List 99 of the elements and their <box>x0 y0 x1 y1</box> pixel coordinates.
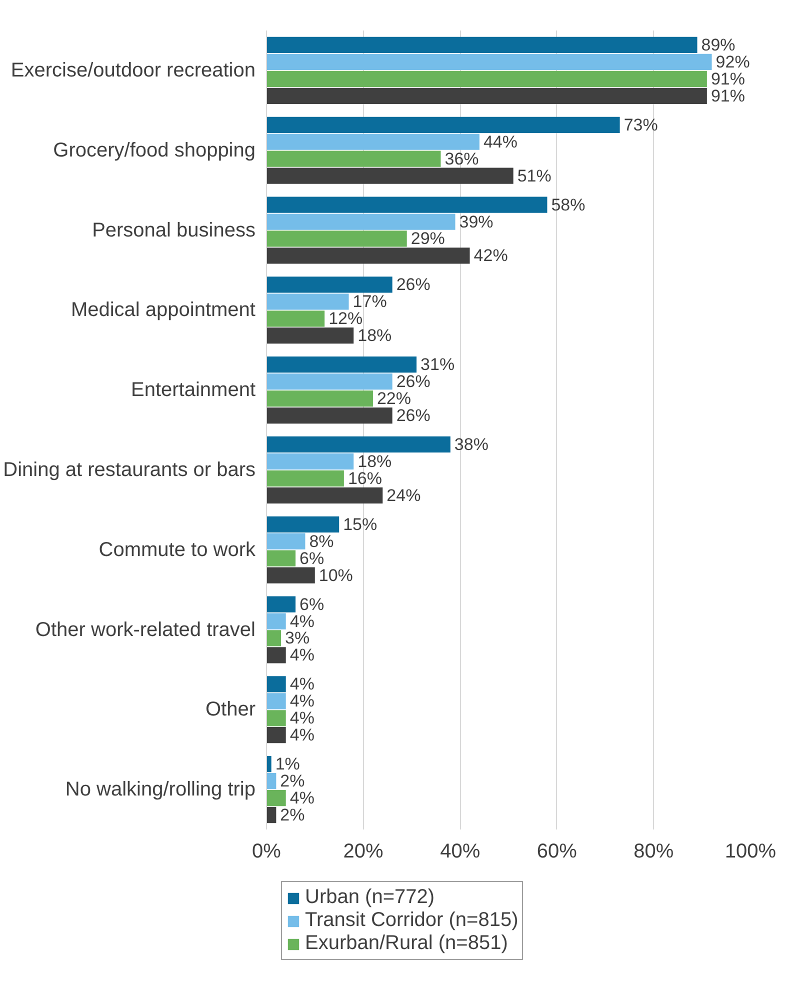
bar <box>266 647 286 664</box>
bar <box>266 710 286 726</box>
bar <box>266 70 707 88</box>
y-tick-label: Other work-related travel <box>35 618 256 641</box>
y-tick-label: Medical appointment <box>70 299 256 322</box>
y-tick-label: Grocery/food shopping <box>53 139 256 162</box>
y-tick-label: Exercise/outdoor recreation <box>10 59 256 82</box>
y-tick-label: No walking/rolling trip <box>65 778 256 801</box>
bar <box>266 470 344 487</box>
data-label: 16% <box>348 468 382 488</box>
data-label: 2% <box>280 772 305 791</box>
bar <box>266 516 340 532</box>
bar <box>266 550 296 566</box>
data-label: 36% <box>444 149 479 168</box>
data-label: 26% <box>396 275 430 294</box>
data-label: 6% <box>300 594 324 614</box>
bar <box>266 276 392 293</box>
bar <box>266 328 354 344</box>
data-label: 4% <box>290 708 314 728</box>
bar <box>266 116 620 133</box>
x-tick-label: 40% <box>440 840 480 862</box>
y-tick-label: Other <box>205 698 256 721</box>
bar <box>266 436 450 453</box>
x-tick-label: 0% <box>252 840 282 862</box>
bar <box>266 310 325 327</box>
data-label: 26% <box>396 372 430 392</box>
bar <box>266 407 392 424</box>
bar <box>266 230 407 247</box>
data-label: 92% <box>716 52 750 72</box>
legend-label: Exurban/Rural (n=851) <box>305 932 508 955</box>
data-label: 26% <box>396 406 430 426</box>
bar <box>266 196 548 213</box>
data-label: 24% <box>386 486 421 505</box>
y-tick-label: Personal business <box>92 219 256 242</box>
x-tick-label: 80% <box>634 840 674 862</box>
data-label: 51% <box>517 166 552 186</box>
data-label: 8% <box>309 532 334 551</box>
data-label: 18% <box>358 452 392 471</box>
data-label: 10% <box>318 566 353 585</box>
data-label: 3% <box>285 628 310 648</box>
data-label: 12% <box>328 309 363 328</box>
bar <box>266 533 306 550</box>
data-label: 58% <box>551 195 586 214</box>
bar <box>266 487 383 504</box>
legend-label: Transit Corridor (n=815) <box>305 909 518 932</box>
bar <box>266 806 276 824</box>
data-label: 15% <box>343 514 378 534</box>
data-label: 29% <box>410 229 445 248</box>
data-label: 4% <box>290 612 314 631</box>
bar <box>266 630 282 646</box>
bar <box>266 772 276 790</box>
bar <box>266 150 441 167</box>
bar <box>266 613 286 630</box>
data-label: 17% <box>352 292 387 312</box>
data-label: 4% <box>290 692 314 711</box>
legend-label: Urban (n=772) <box>305 886 435 909</box>
data-label: 2% <box>280 806 305 825</box>
bar <box>266 790 286 806</box>
data-label: 39% <box>459 212 494 232</box>
bar <box>266 453 354 470</box>
y-tick-label: Commute to work <box>98 538 256 561</box>
data-label: 4% <box>290 726 314 745</box>
x-tick-label: 60% <box>536 840 578 862</box>
bar <box>266 214 456 230</box>
data-label: 42% <box>474 246 508 266</box>
bar <box>266 567 315 584</box>
x-tick-label: 20% <box>343 840 384 862</box>
bar <box>266 88 707 104</box>
bar <box>266 727 286 744</box>
y-tick-label: Dining at restaurants or bars <box>3 458 256 481</box>
data-label: 38% <box>454 434 488 454</box>
bar <box>266 693 286 710</box>
bar <box>266 294 349 310</box>
data-label: 4% <box>290 788 314 808</box>
bar <box>266 756 272 772</box>
data-label: 73% <box>624 115 658 134</box>
data-label: 1% <box>275 754 300 774</box>
data-label: 18% <box>358 326 392 346</box>
data-label: 31% <box>420 355 455 374</box>
bar <box>266 168 514 184</box>
data-label: 89% <box>701 35 736 54</box>
y-tick-label: Entertainment <box>130 379 256 402</box>
data-label: 4% <box>290 674 314 694</box>
data-label: 4% <box>290 646 314 665</box>
bar <box>266 36 698 54</box>
bar <box>266 248 470 264</box>
bar <box>266 596 296 612</box>
data-label: 22% <box>376 389 412 408</box>
bar <box>266 390 373 407</box>
bar <box>266 373 392 390</box>
data-label: 6% <box>300 548 324 568</box>
data-label: 44% <box>483 132 518 152</box>
data-label: 91% <box>710 86 745 106</box>
bar <box>266 676 286 692</box>
bar <box>266 134 480 150</box>
data-label: 91% <box>710 69 745 88</box>
bar <box>266 54 712 70</box>
bar <box>266 356 417 373</box>
x-tick-label: 100% <box>724 840 776 862</box>
